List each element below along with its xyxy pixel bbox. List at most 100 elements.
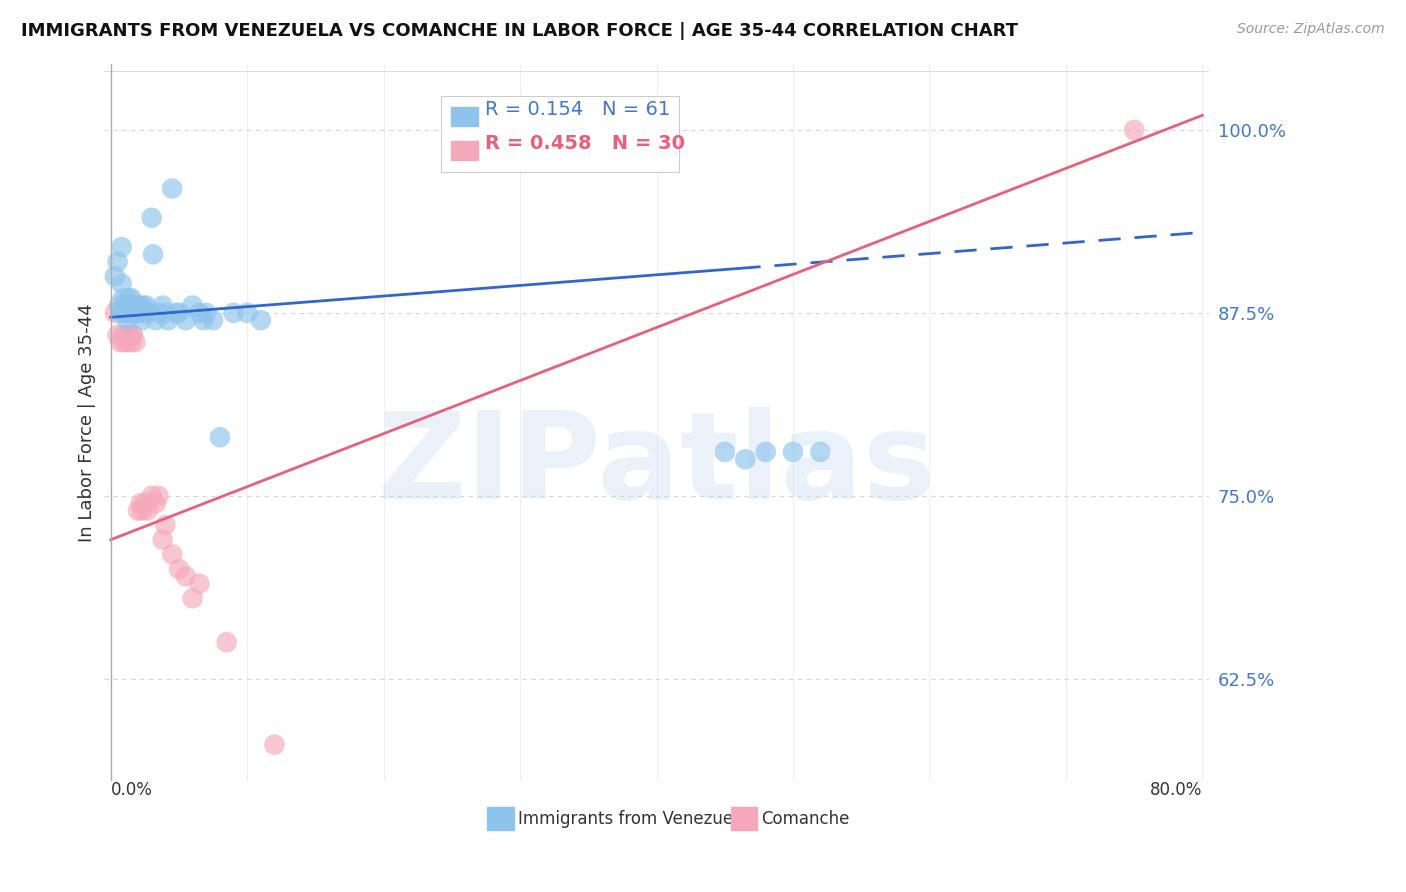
Point (160, 181, 183, 195)
Point (129, 496, 152, 510)
Point (208, 430, 231, 444)
Point (115, 313, 138, 327)
Text: Immigrants from Venezuela: Immigrants from Venezuela (519, 810, 748, 828)
Text: ZIPatlas: ZIPatlas (377, 407, 936, 524)
Point (193, 313, 215, 327)
Point (112, 299, 135, 313)
Point (134, 306, 156, 320)
FancyBboxPatch shape (488, 807, 515, 830)
Point (136, 306, 159, 320)
Point (111, 240, 134, 254)
Point (734, 452, 756, 467)
Text: 0.0%: 0.0% (111, 781, 153, 799)
Point (181, 299, 204, 313)
Point (145, 496, 167, 510)
Point (112, 335, 135, 350)
Point (148, 489, 170, 503)
Point (124, 335, 146, 350)
Point (121, 327, 143, 342)
Point (121, 327, 143, 342)
Point (110, 335, 132, 350)
Point (167, 562, 190, 576)
Point (124, 306, 146, 320)
Point (145, 313, 167, 327)
Point (152, 533, 174, 547)
Point (1123, 123, 1146, 137)
Point (148, 306, 170, 320)
Point (114, 299, 136, 313)
Point (160, 547, 183, 561)
Point (135, 299, 157, 313)
Point (181, 591, 204, 606)
Point (104, 269, 127, 284)
Point (174, 313, 197, 327)
Point (215, 635, 238, 649)
Point (129, 306, 152, 320)
Point (188, 306, 211, 320)
Point (141, 489, 163, 503)
Point (134, 496, 156, 510)
Point (222, 306, 245, 320)
Point (118, 306, 141, 320)
Point (125, 306, 148, 320)
Point (112, 291, 135, 305)
Point (117, 306, 139, 320)
Point (127, 306, 149, 320)
Point (120, 335, 142, 350)
Point (155, 518, 177, 533)
Point (104, 306, 127, 320)
Point (755, 445, 778, 459)
Text: IMMIGRANTS FROM VENEZUELA VS COMANCHE IN LABOR FORCE | AGE 35-44 CORRELATION CHA: IMMIGRANTS FROM VENEZUELA VS COMANCHE IN… (21, 22, 1018, 40)
Point (111, 277, 134, 291)
Text: R = 0.458   N = 30: R = 0.458 N = 30 (485, 134, 685, 153)
Point (115, 335, 138, 350)
Point (131, 313, 153, 327)
Point (136, 503, 159, 517)
Point (132, 299, 155, 313)
Point (250, 313, 273, 327)
Point (114, 327, 136, 342)
Point (112, 327, 135, 342)
Point (121, 306, 143, 320)
Point (107, 254, 129, 268)
Point (714, 445, 737, 459)
Point (157, 313, 180, 327)
Point (141, 211, 163, 225)
Point (120, 291, 142, 305)
Point (118, 299, 141, 313)
Point (782, 445, 804, 459)
Point (188, 576, 211, 591)
Point (127, 503, 149, 517)
Point (112, 306, 135, 320)
FancyBboxPatch shape (451, 141, 478, 161)
Point (121, 299, 143, 313)
FancyBboxPatch shape (731, 807, 758, 830)
Point (120, 306, 142, 320)
Point (117, 327, 139, 342)
Point (124, 299, 146, 313)
Point (131, 503, 153, 517)
Point (167, 306, 190, 320)
Point (142, 247, 165, 261)
Point (174, 569, 197, 583)
Point (808, 445, 831, 459)
Point (108, 299, 131, 313)
Point (263, 738, 285, 752)
FancyBboxPatch shape (441, 96, 679, 171)
Point (236, 306, 259, 320)
Point (114, 306, 136, 320)
FancyBboxPatch shape (451, 106, 478, 126)
Point (107, 327, 129, 342)
Point (127, 299, 149, 313)
Point (202, 313, 225, 327)
Point (155, 306, 177, 320)
Text: 80.0%: 80.0% (1150, 781, 1202, 799)
Point (122, 306, 145, 320)
Y-axis label: In Labor Force | Age 35-44: In Labor Force | Age 35-44 (79, 303, 96, 542)
Point (122, 299, 145, 313)
Point (120, 299, 142, 313)
Point (152, 299, 174, 313)
Point (128, 299, 150, 313)
Point (195, 306, 218, 320)
Text: Comanche: Comanche (762, 810, 851, 828)
